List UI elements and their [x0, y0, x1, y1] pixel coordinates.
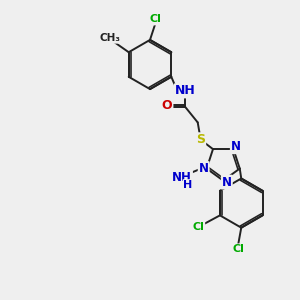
Text: N: N [199, 162, 209, 175]
Text: NH: NH [172, 171, 192, 184]
Text: NH: NH [175, 84, 196, 98]
Text: Cl: Cl [149, 14, 161, 25]
Text: S: S [196, 133, 205, 146]
Text: N: N [222, 176, 232, 189]
Text: H: H [183, 180, 193, 190]
Text: O: O [162, 99, 172, 112]
Text: Cl: Cl [192, 222, 204, 232]
Text: N: N [231, 140, 241, 153]
Text: CH₃: CH₃ [100, 33, 121, 43]
Text: Cl: Cl [232, 244, 244, 254]
